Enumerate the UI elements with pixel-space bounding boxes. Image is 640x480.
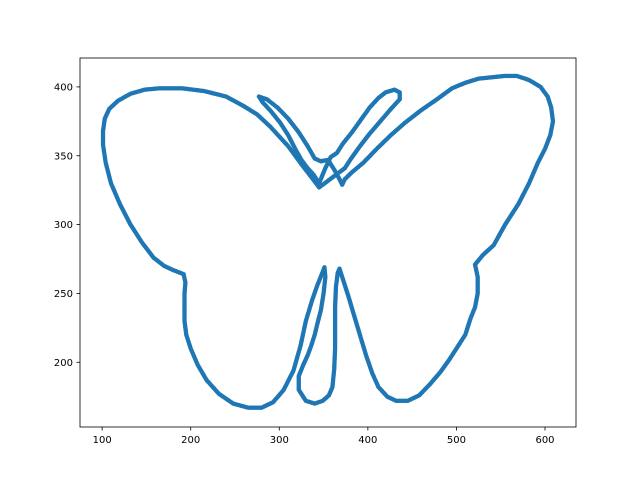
data-point: [318, 184, 323, 189]
x-tick-label: 200: [181, 435, 200, 446]
x-tick-label: 400: [358, 435, 377, 446]
series-points: [100, 73, 556, 410]
x-tick-label: 300: [270, 435, 289, 446]
y-tick-label: 250: [54, 289, 73, 300]
x-tick-label: 500: [447, 435, 466, 446]
y-axis: 200 250 300 350 400: [54, 82, 80, 369]
y-tick-label: 400: [54, 82, 73, 93]
plot-frame: [79, 57, 577, 428]
y-tick-label: 300: [54, 220, 73, 231]
y-tick-label: 350: [54, 151, 73, 162]
x-tick-label: 100: [93, 435, 112, 446]
x-tick-label: 600: [535, 435, 554, 446]
x-axis: 100 200 300 400 500 600: [93, 427, 555, 446]
y-tick-label: 200: [54, 358, 73, 369]
